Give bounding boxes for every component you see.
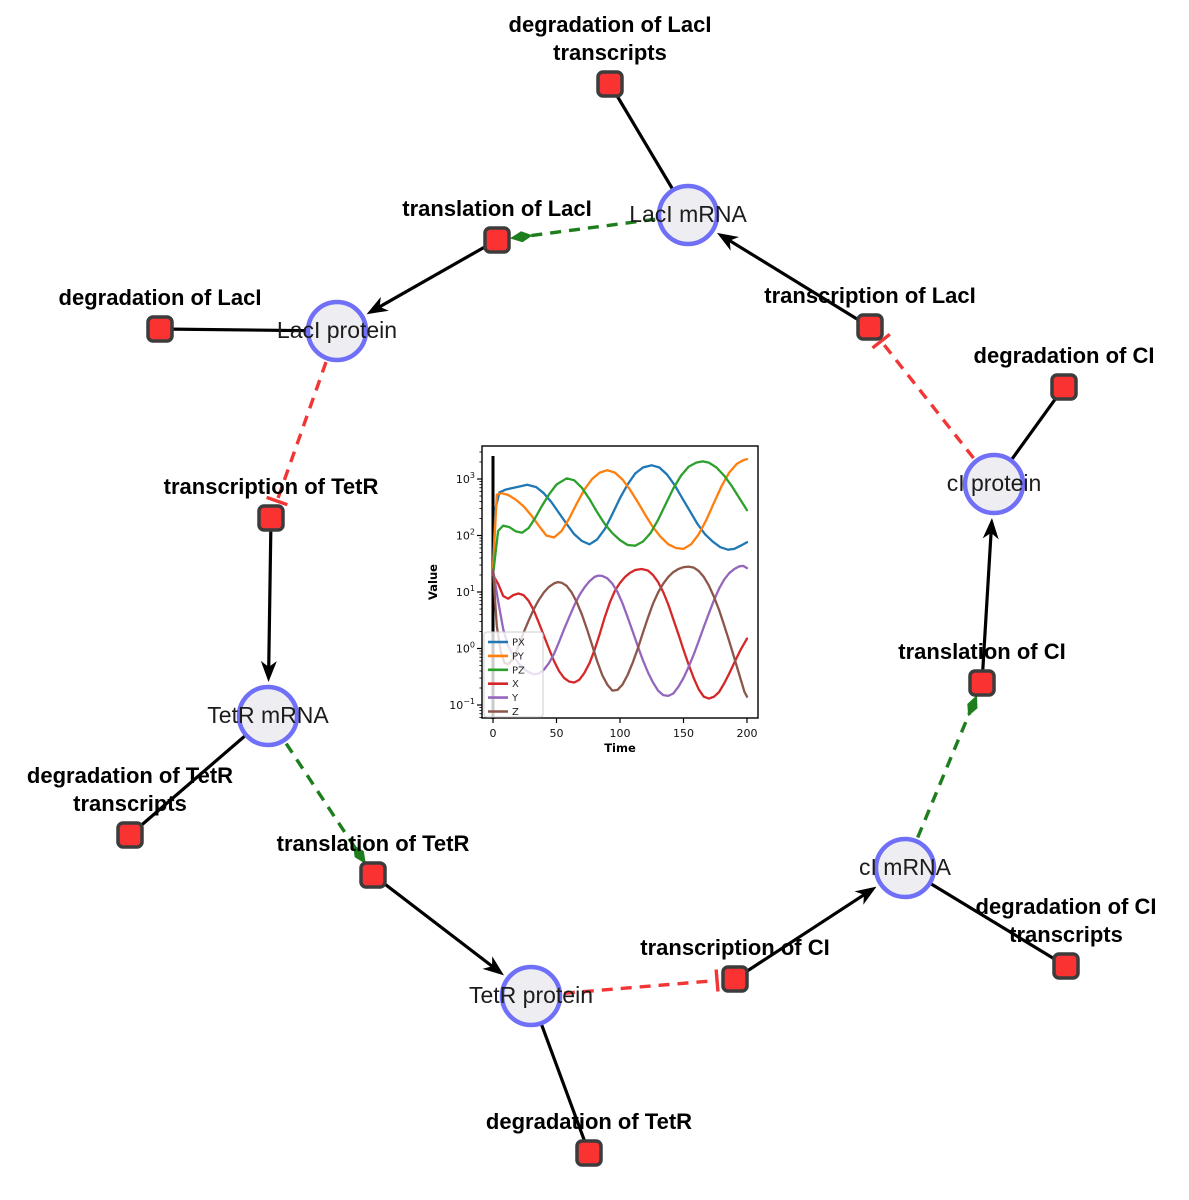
species-node-ci-protein[interactable] [962, 452, 1026, 516]
reaction-node-deg-ci-tx[interactable] [1052, 952, 1080, 980]
y-tick-label: 103 [456, 471, 475, 486]
reaction-node-txn-laci[interactable] [856, 313, 884, 341]
edge-tetr-protein-txn-ci [563, 969, 720, 995]
reaction-node-transl-tetr[interactable] [359, 861, 387, 889]
legend-label-PX: PX [512, 638, 525, 649]
edge-transl-ci-ci-protein [980, 517, 999, 684]
chart-legend: PX PY PZ XYZ [483, 631, 544, 718]
y-axis-label: Value [426, 564, 440, 600]
reaction-node-deg-ci[interactable] [1050, 373, 1078, 401]
production-arrowhead-icon [967, 695, 978, 717]
inhibition-tbar-icon [714, 969, 720, 992]
edge-transl-tetr-tetr-protein [372, 873, 505, 976]
reaction-node-txn-tetr[interactable] [257, 504, 285, 532]
arrowhead-icon [982, 517, 999, 540]
edge-laci-mrna-transl-laci [509, 217, 656, 243]
species-node-laci-mrna[interactable] [656, 183, 720, 247]
y-tick-label: 102 [456, 528, 475, 543]
legend-label-Z: Z [512, 707, 519, 718]
chart-series-PZ [491, 460, 749, 577]
inhibition-tbar-icon [266, 495, 288, 507]
x-tick-label: 150 [673, 727, 694, 740]
arrowhead-icon [482, 956, 505, 976]
x-tick-label: 100 [610, 727, 631, 740]
reaction-node-deg-tetr-tx[interactable] [116, 821, 144, 849]
species-node-laci-protein[interactable] [305, 299, 369, 363]
nodes-layer [116, 70, 1080, 1167]
chart-series-PX [491, 464, 749, 567]
edge-txn-laci-laci-mrna [716, 232, 871, 329]
edge-deg-ci-tx-ci-mrna [904, 866, 1067, 968]
reaction-node-deg-laci[interactable] [146, 315, 174, 343]
species-node-tetr-mrna[interactable] [236, 684, 300, 748]
edge-txn-tetr-tetr-mrna [260, 517, 277, 683]
legend-label-PZ: PZ [512, 665, 525, 676]
chart-series-X [491, 567, 749, 700]
x-tick-label: 0 [490, 727, 497, 740]
production-arrowhead-icon [353, 844, 366, 865]
x-tick-label: 200 [737, 727, 758, 740]
chart-series-Z [491, 565, 749, 698]
y-tick-label: 10−1 [449, 697, 475, 712]
x-axis-label: Time [604, 741, 636, 755]
x-tick-label: 50 [550, 727, 564, 740]
arrowhead-icon [854, 886, 877, 905]
chart-series-PY [491, 457, 749, 571]
edges-layer [128, 83, 1067, 1154]
y-tick-label: 100 [456, 641, 475, 656]
inhibition-tbar-icon [871, 332, 891, 350]
production-arrowhead-icon [509, 231, 533, 243]
arrowhead-icon [260, 660, 277, 683]
legend-label-Y: Y [511, 693, 519, 704]
reaction-node-deg-laci-tx[interactable] [596, 70, 624, 98]
edge-ci-protein-txn-laci [871, 332, 975, 460]
arrowhead-icon [366, 296, 389, 315]
legend-label-PY: PY [512, 651, 525, 662]
legend-label-X: X [512, 679, 519, 690]
edge-laci-protein-txn-tetr [266, 361, 328, 507]
reaction-node-deg-tetr[interactable] [575, 1139, 603, 1167]
reaction-node-txn-ci[interactable] [721, 965, 749, 993]
edge-tetr-mrna-transl-tetr [284, 742, 366, 865]
reaction-node-transl-laci[interactable] [483, 226, 511, 254]
edge-txn-ci-ci-mrna [734, 886, 877, 981]
arrowhead-icon [716, 232, 740, 251]
edge-ci-mrna-transl-ci [916, 695, 978, 839]
species-node-tetr-protein[interactable] [499, 964, 563, 1028]
y-tick-label: 101 [456, 584, 475, 599]
reaction-node-transl-ci[interactable] [968, 669, 996, 697]
species-node-ci-mrna[interactable] [873, 836, 937, 900]
edge-transl-laci-laci-protein [366, 238, 498, 315]
